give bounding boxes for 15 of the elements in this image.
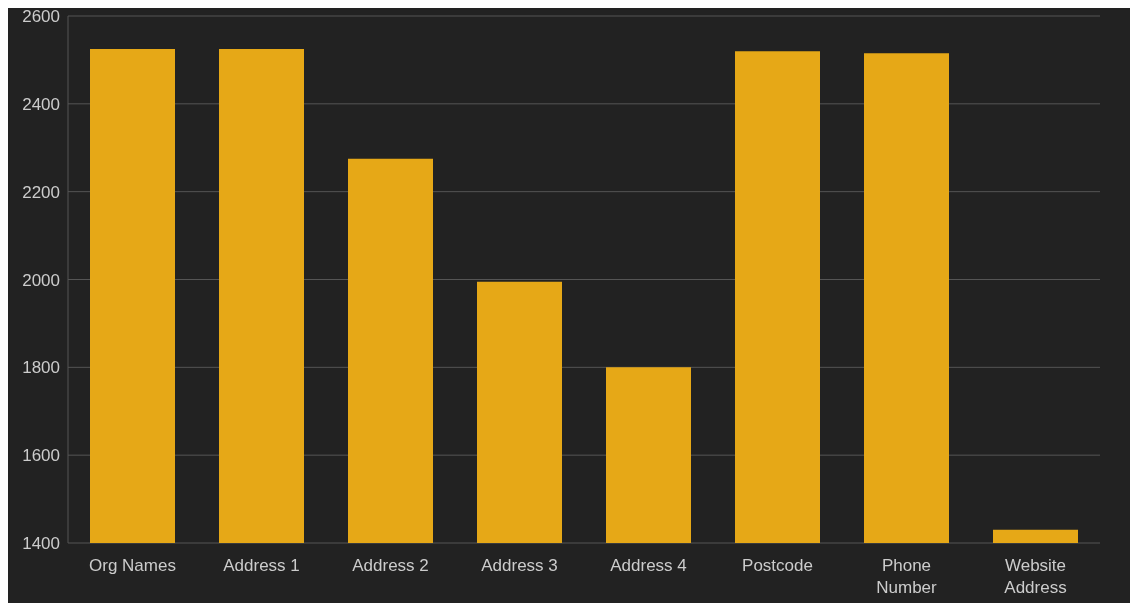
y-tick-label: 2200 xyxy=(22,182,60,202)
x-tick-label: Address 1 xyxy=(223,556,300,575)
y-tick-label: 1600 xyxy=(22,446,60,466)
y-tick-label: 1800 xyxy=(22,358,60,378)
x-tick-label: Address 3 xyxy=(481,556,558,575)
x-tick-label: Org Names xyxy=(89,556,176,575)
x-tick-label: Phone Number xyxy=(876,556,938,597)
x-tick-label: Address 2 xyxy=(352,556,429,575)
y-tick-label: 1400 xyxy=(22,534,60,554)
x-tick-label: Address 4 xyxy=(610,556,687,575)
y-tick-label: 2400 xyxy=(22,94,60,114)
y-tick-label: 2600 xyxy=(22,7,60,27)
y-tick-label: 2000 xyxy=(22,270,60,290)
x-tick-label: Website Address xyxy=(1004,556,1067,597)
x-tick-label: Postcode xyxy=(742,556,813,575)
